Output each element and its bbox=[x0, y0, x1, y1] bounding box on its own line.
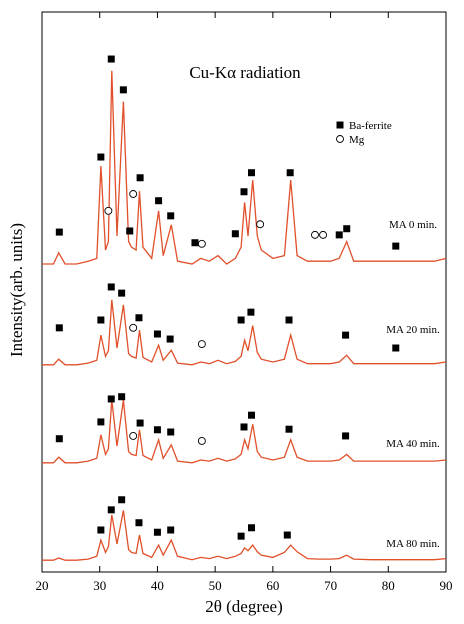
marker-circle bbox=[129, 190, 138, 198]
marker-square bbox=[118, 393, 126, 401]
marker-square bbox=[392, 242, 400, 250]
marker-square bbox=[97, 526, 105, 534]
marker-square bbox=[153, 426, 161, 434]
marker-circle bbox=[104, 206, 113, 215]
x-tick-label: 80 bbox=[382, 578, 395, 593]
marker-square bbox=[248, 169, 256, 177]
marker-circle bbox=[336, 135, 344, 143]
marker-circle bbox=[197, 239, 206, 248]
x-tick-label: 90 bbox=[440, 578, 453, 593]
marker-square bbox=[343, 225, 351, 233]
marker-square bbox=[153, 528, 161, 536]
marker-square bbox=[97, 153, 105, 161]
x-tick-label: 30 bbox=[93, 578, 106, 593]
trace-label: MA 0 min. bbox=[389, 219, 437, 231]
marker-square bbox=[342, 432, 350, 440]
marker-square bbox=[135, 519, 143, 527]
marker-square bbox=[283, 531, 291, 539]
marker-square bbox=[107, 283, 115, 291]
xrd-trace bbox=[42, 299, 447, 366]
marker-square bbox=[286, 169, 294, 177]
marker-square bbox=[392, 344, 400, 352]
x-tick-label: 70 bbox=[324, 578, 337, 593]
marker-square bbox=[237, 316, 245, 324]
marker-square bbox=[237, 532, 245, 540]
marker-square bbox=[166, 335, 174, 343]
x-tick-label: 40 bbox=[151, 578, 164, 593]
xrd-trace bbox=[42, 400, 447, 464]
marker-square bbox=[55, 228, 63, 236]
marker-circle bbox=[197, 437, 206, 445]
y-axis-label: Intensity(arb. units) bbox=[7, 223, 26, 357]
marker-square bbox=[107, 506, 115, 514]
x-tick-label: 50 bbox=[209, 578, 222, 593]
marker-square bbox=[336, 121, 344, 129]
marker-square bbox=[285, 316, 293, 324]
trace-label: MA 80 min. bbox=[386, 538, 440, 550]
marker-square bbox=[335, 231, 343, 239]
marker-square bbox=[167, 428, 175, 436]
marker-circle bbox=[311, 230, 319, 239]
xrd-trace bbox=[42, 510, 447, 561]
marker-square bbox=[167, 526, 175, 534]
marker-square bbox=[191, 239, 199, 247]
trace-label: MA 20 min. bbox=[386, 324, 440, 336]
marker-circle bbox=[256, 220, 265, 229]
marker-square bbox=[119, 86, 127, 94]
marker-square bbox=[55, 324, 63, 332]
marker-square bbox=[247, 308, 255, 316]
legend-label: Ba-ferrite bbox=[349, 120, 392, 132]
marker-square bbox=[118, 496, 126, 504]
marker-square bbox=[248, 524, 256, 532]
marker-square bbox=[231, 230, 239, 238]
marker-circle bbox=[129, 323, 138, 332]
marker-square bbox=[118, 289, 126, 297]
marker-square bbox=[240, 188, 248, 196]
annotation: Cu-Kα radiation bbox=[189, 63, 301, 82]
marker-square bbox=[248, 411, 256, 419]
marker-square bbox=[97, 418, 105, 426]
marker-square bbox=[107, 395, 115, 403]
marker-square bbox=[136, 174, 144, 182]
x-tick-label: 20 bbox=[36, 578, 49, 593]
plot-frame bbox=[41, 11, 447, 573]
marker-square bbox=[153, 330, 161, 338]
marker-square bbox=[285, 425, 293, 433]
trace-label: MA 40 min. bbox=[386, 438, 440, 450]
marker-square bbox=[55, 435, 63, 443]
marker-square bbox=[126, 227, 134, 235]
marker-square bbox=[240, 423, 248, 431]
marker-square bbox=[136, 419, 144, 427]
x-axis-label: 2θ (degree) bbox=[205, 597, 283, 616]
marker-circle bbox=[129, 431, 138, 440]
marker-square bbox=[342, 331, 350, 339]
marker-square bbox=[167, 212, 175, 220]
marker-square bbox=[97, 316, 105, 324]
xrd-trace bbox=[42, 70, 447, 265]
marker-circle bbox=[319, 230, 328, 239]
marker-square bbox=[135, 314, 143, 322]
marker-circle bbox=[197, 340, 206, 349]
marker-square bbox=[155, 197, 163, 205]
marker-square bbox=[107, 55, 115, 63]
legend-label: Mg bbox=[349, 134, 365, 146]
x-tick-label: 60 bbox=[266, 578, 279, 593]
